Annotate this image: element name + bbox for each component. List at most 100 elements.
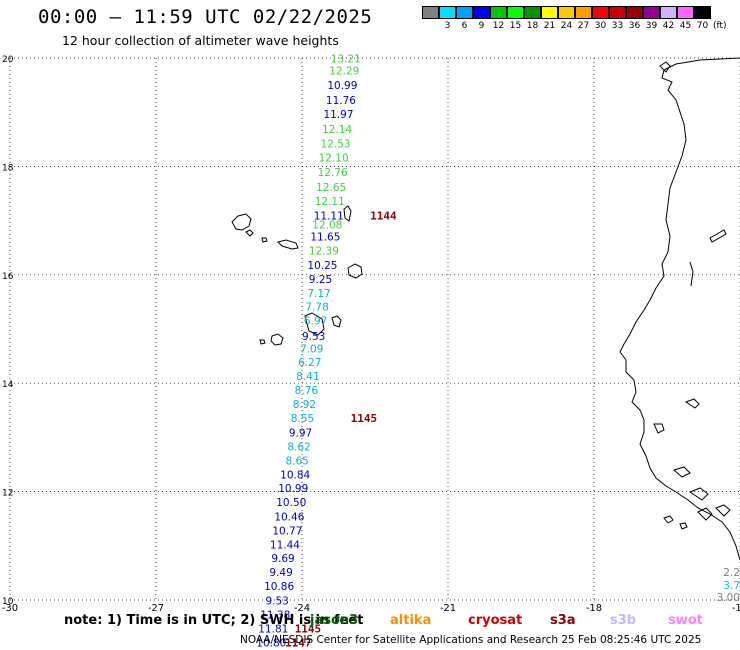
satellite-swot: swot — [668, 613, 703, 628]
wave-height-value: 12.53 — [321, 138, 351, 150]
wave-height-value: 12.29 — [329, 65, 359, 77]
lon-tick-label: -21 — [440, 603, 456, 614]
legend-swatch — [609, 6, 626, 19]
island-santiago — [304, 312, 325, 336]
legend-swatches — [422, 6, 727, 19]
wave-height-value: 9.97 — [289, 427, 312, 439]
lat-tick-label: 14 — [2, 380, 14, 390]
lat-tick-label: 16 — [2, 272, 14, 282]
wave-height-value: 13.21 — [331, 53, 361, 65]
wave-height-value: 12.11 — [315, 196, 345, 208]
wave-height-value: 10.99 — [327, 80, 357, 92]
wave-height-value: 9.53 — [302, 331, 325, 343]
bijagos-4 — [715, 504, 731, 517]
wave-height-value: 11.38 — [260, 609, 290, 621]
pass-label: 1145 — [295, 623, 322, 636]
wave-height-value: 11.44 — [270, 540, 300, 552]
legend-swatch — [575, 6, 592, 19]
legend-label: 70 — [696, 21, 709, 31]
wave-height-value: 12.65 — [316, 182, 346, 194]
pass-label: 1145 — [351, 412, 378, 425]
wave-height-value: 6.97 — [304, 316, 327, 328]
legend-swatch — [643, 6, 660, 19]
satellite-cryosat: cryosat — [468, 613, 523, 628]
lat-tick-label: 10 — [2, 597, 14, 607]
footer-note: note: 1) Time is in UTC; 2) SWH is in fe… — [64, 613, 364, 628]
legend-label: 39 — [645, 21, 658, 31]
bijagos-2 — [679, 522, 688, 530]
coast-inlet-2 — [653, 423, 665, 434]
wave-height-value: 9.53 — [265, 595, 288, 607]
wave-height-value: 8.55 — [291, 413, 314, 425]
island-brava — [259, 339, 266, 345]
legend-label: 42 — [662, 21, 675, 31]
legend-label: 21 — [543, 21, 556, 31]
legend-swatch — [422, 6, 439, 19]
wave-height-value: 8.65 — [285, 456, 308, 468]
legend-swatch — [592, 6, 609, 19]
lat-tick-label: 18 — [2, 163, 14, 173]
edge-values: 2.23.73.00 — [717, 567, 740, 604]
legend-swatch — [490, 6, 507, 19]
wave-height-value: 8.41 — [296, 371, 319, 383]
legend-label: 15 — [509, 21, 522, 31]
lon-tick-label: -24 — [294, 603, 310, 614]
lon-tick-label: -15 — [732, 603, 740, 614]
satellite-jason3: jason3 — [310, 613, 359, 628]
page-title: 00:00 – 11:59 UTC 02/22/2025 — [38, 6, 373, 28]
legend-swatch — [677, 6, 694, 19]
latitude-labels: 10 12 14 16 18 20 — [2, 55, 14, 607]
wave-height-value: 8.62 — [287, 441, 310, 453]
coast-inlet-1 — [684, 398, 700, 409]
legend-swatch — [660, 6, 677, 19]
wave-height-value: 9.25 — [309, 274, 332, 286]
coastline — [231, 57, 740, 561]
legend-swatch — [473, 6, 490, 19]
island-santo-antao — [231, 213, 252, 231]
lon-tick-label: -18 — [586, 603, 602, 614]
lat-tick-label: 12 — [2, 489, 13, 499]
legend-swatch — [694, 6, 711, 19]
pass-label: 1144 — [370, 210, 397, 223]
edge-value: 2.2 — [723, 567, 740, 579]
wave-height-value: 10.77 — [272, 525, 302, 537]
legend-label: 12 — [492, 21, 505, 31]
edge-value: 3.00 — [717, 592, 740, 604]
coast-islands-north — [659, 61, 671, 73]
edge-value: 3.7 — [723, 580, 740, 592]
island-sao-nicolau — [277, 239, 299, 250]
legend-swatch — [558, 6, 575, 19]
wave-height-value: 10.86 — [264, 581, 294, 593]
legend-label: 30 — [594, 21, 607, 31]
bijagos-1 — [663, 515, 674, 524]
legend-labels: 3 6 9 12 15 18 21 24 27 30 33 36 39 42 45 70 (ft) — [422, 21, 727, 31]
wave-height-value: 7.17 — [307, 288, 330, 300]
pass-label: 1147 — [285, 637, 312, 650]
credit-line: NOAA/NESDIS Center for Satellite Applica… — [240, 634, 702, 646]
legend-label: 36 — [628, 21, 641, 31]
wave-height-value: 12.08 — [312, 220, 342, 232]
coast-river-gambia — [689, 261, 694, 287]
lat-tick-label: 20 — [2, 55, 14, 65]
legend-label: 33 — [611, 21, 624, 31]
satellite-s3a: s3a — [550, 613, 576, 628]
legend-label: 24 — [560, 21, 573, 31]
wave-height-value: 12.14 — [322, 124, 352, 136]
legend-label: 9 — [478, 21, 485, 31]
wave-height-value: 12.39 — [309, 246, 339, 258]
wave-height-value: 11.76 — [326, 95, 356, 107]
map-grid — [9, 57, 740, 601]
lon-tick-label: -27 — [148, 603, 164, 614]
wave-height-value: 10.46 — [274, 511, 304, 523]
legend-swatch — [507, 6, 524, 19]
page-subtitle: 12 hour collection of altimeter wave hei… — [62, 33, 339, 48]
legend-swatch — [456, 6, 473, 19]
island-santa-luzia — [261, 237, 268, 243]
wave-height-value: 7.09 — [300, 343, 323, 355]
island-sao-vicente — [245, 229, 254, 237]
legend-label — [422, 21, 439, 31]
wave-height-value: 7.78 — [305, 302, 328, 314]
island-sal — [343, 205, 352, 222]
